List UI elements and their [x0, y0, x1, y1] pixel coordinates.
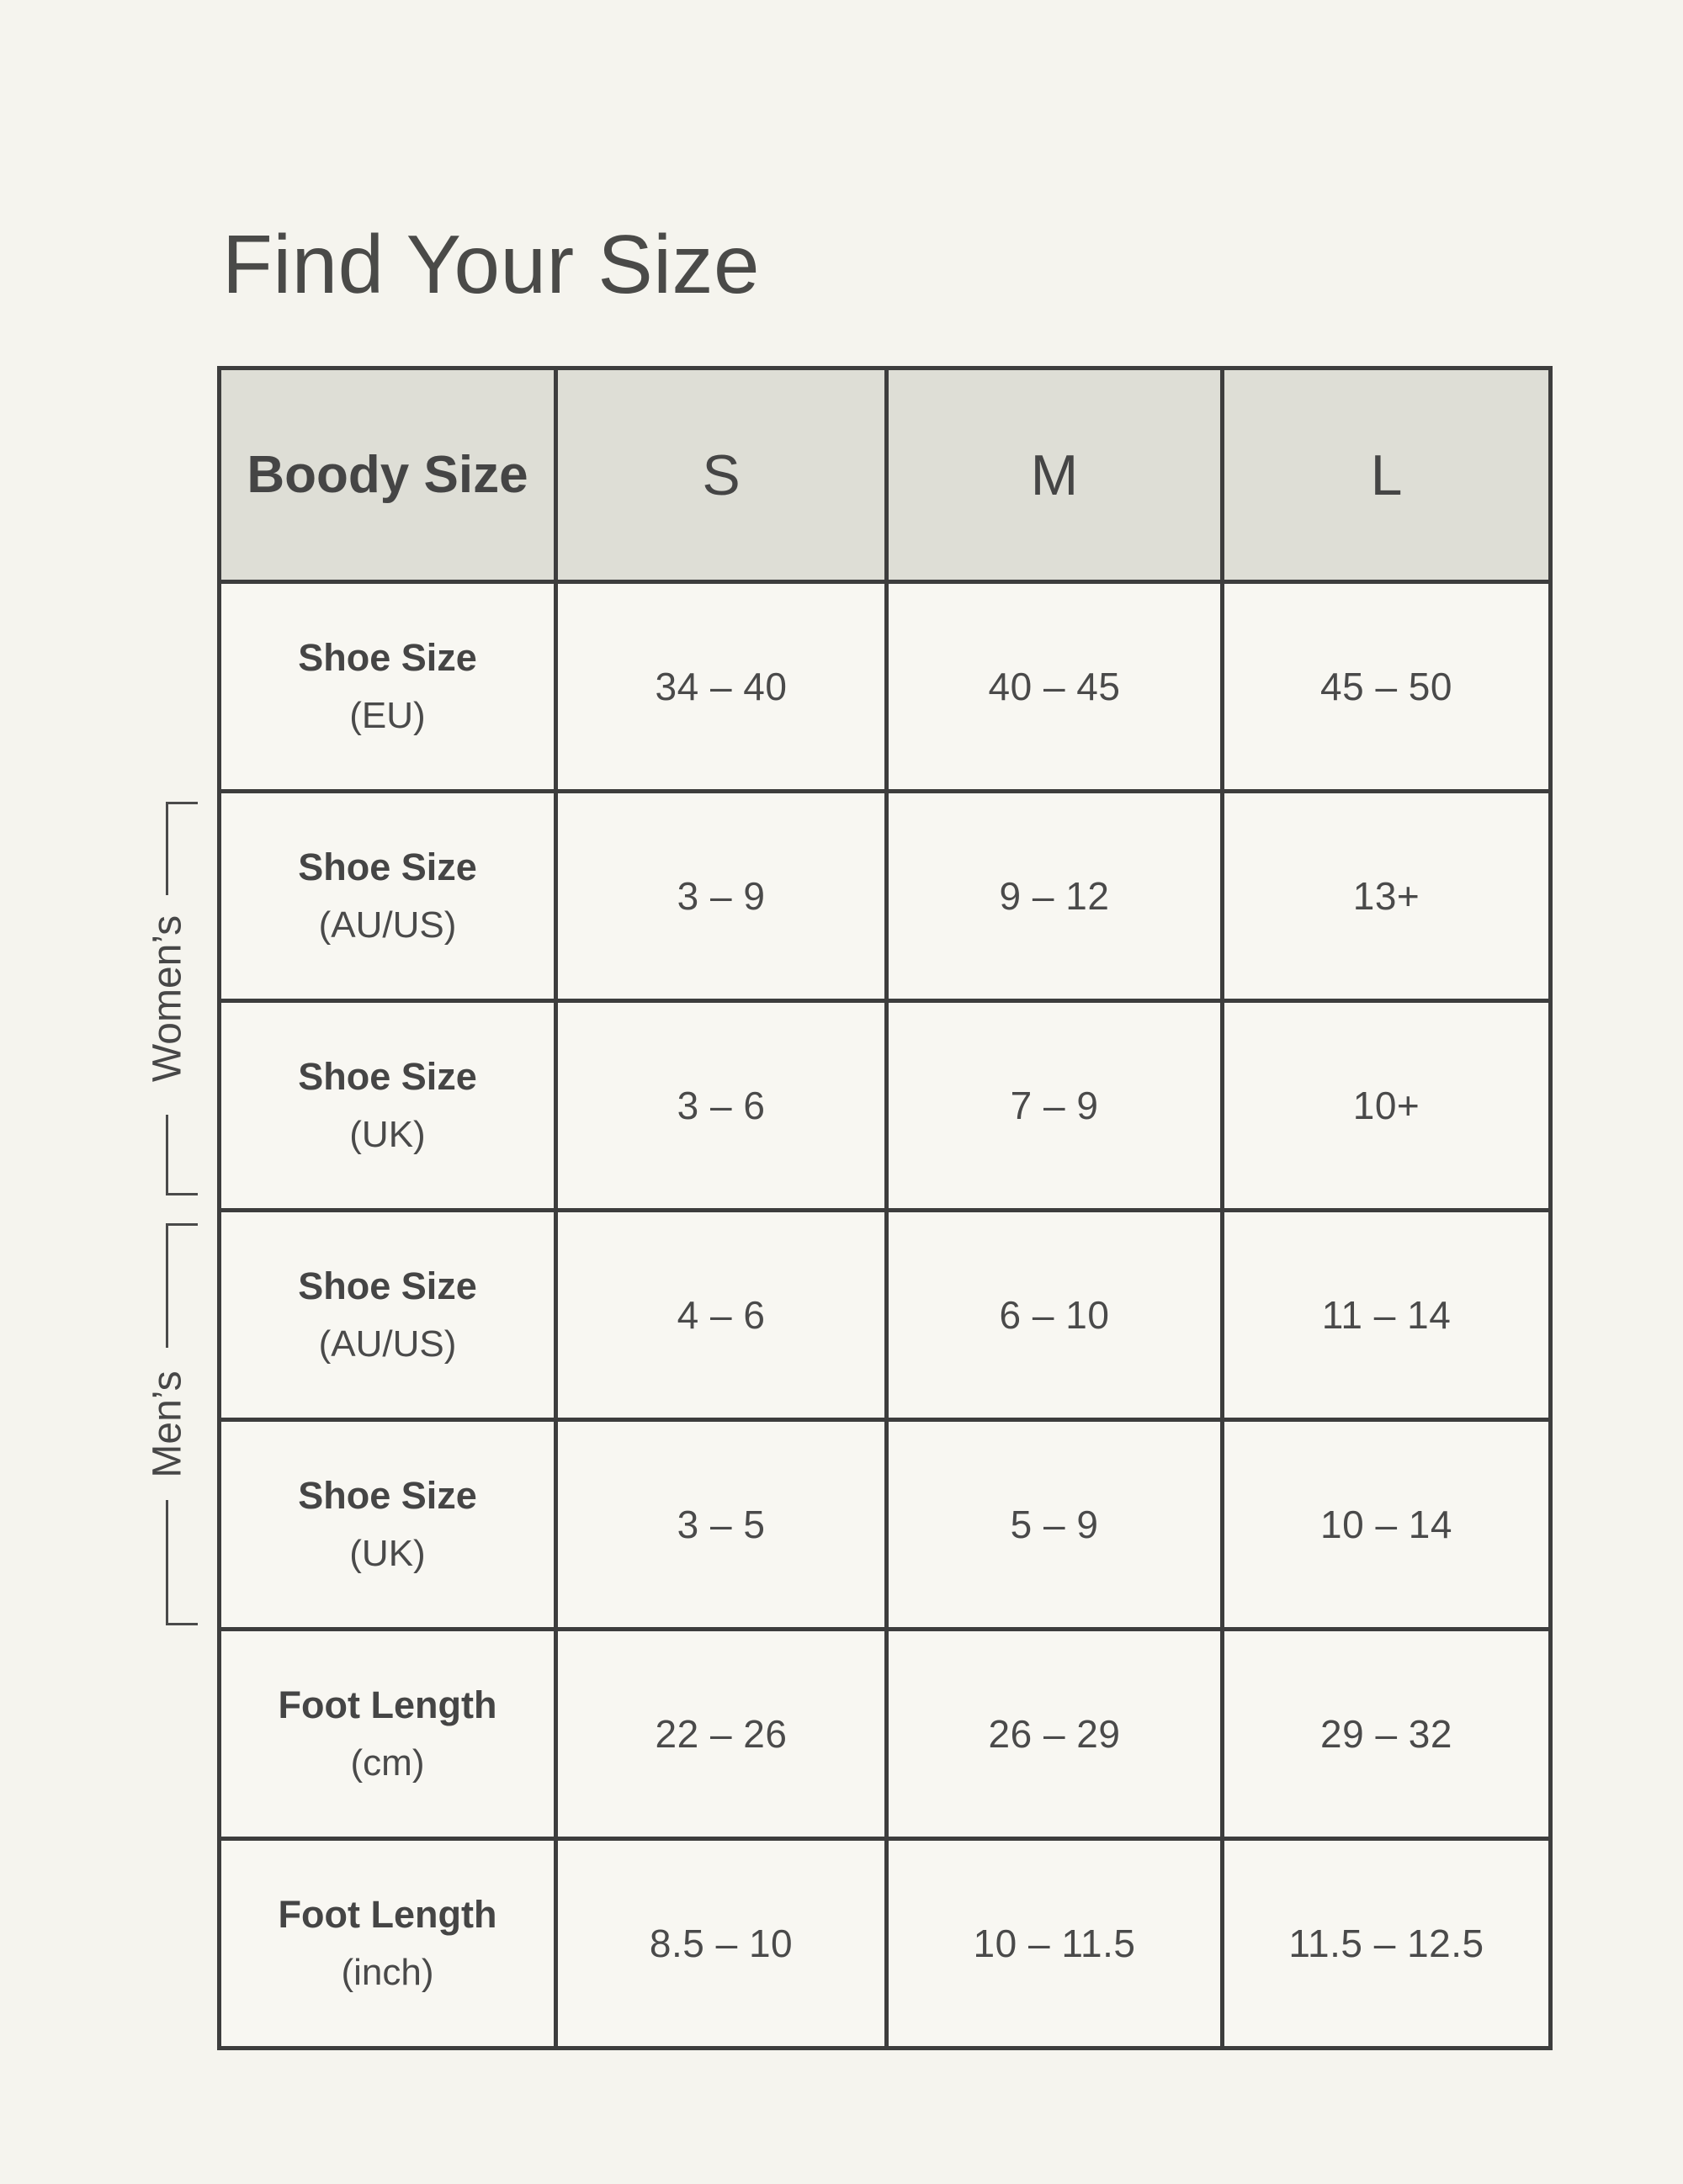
cell-value: 3 – 5	[677, 1503, 766, 1546]
table-cell: 3 – 9	[558, 793, 884, 999]
row-header-womens-shoe-size-uk: Shoe Size (UK)	[221, 1003, 554, 1208]
cell-value: 3 – 6	[677, 1084, 766, 1127]
row-unit: (EU)	[349, 694, 426, 736]
row-label: Shoe Size	[298, 636, 477, 680]
row-unit: (AU/US)	[318, 904, 457, 946]
page-title: Find Your Size	[222, 217, 760, 310]
table-cell: 7 – 9	[889, 1003, 1220, 1208]
mens-group-label: Men’s	[145, 1370, 190, 1478]
cell-value: 9 – 12	[999, 874, 1110, 918]
table-cell: 10+	[1224, 1003, 1548, 1208]
cell-value: 11 – 14	[1321, 1293, 1452, 1337]
table-cell: 5 – 9	[889, 1422, 1220, 1627]
table-cell: 9 – 12	[889, 793, 1220, 999]
size-m-label: M	[1030, 443, 1079, 507]
row-label: Shoe Size	[298, 1264, 477, 1308]
row-label: Shoe Size	[298, 1474, 477, 1518]
row-unit: (AU/US)	[318, 1323, 457, 1365]
row-label: Shoe Size	[298, 846, 477, 889]
table-cell: 4 – 6	[558, 1212, 884, 1418]
table-cell: 6 – 10	[889, 1212, 1220, 1418]
cell-value: 29 – 32	[1320, 1712, 1452, 1756]
row-unit: (UK)	[349, 1532, 426, 1574]
header-cell-boody-size: Boody Size	[221, 370, 554, 580]
cell-value: 10 – 14	[1320, 1503, 1452, 1546]
cell-value: 3 – 9	[677, 874, 766, 918]
row-label: Foot Length	[278, 1683, 497, 1727]
bracket-spine	[166, 1115, 168, 1193]
bracket-arm-bottom	[166, 1623, 198, 1625]
bracket-spine	[166, 1226, 168, 1348]
cell-value: 5 – 9	[1010, 1503, 1099, 1546]
bracket-arm-top	[166, 802, 198, 804]
bracket-arm-top	[166, 1223, 198, 1226]
table-cell: 11.5 – 12.5	[1224, 1841, 1548, 2046]
table-cell: 10 – 11.5	[889, 1841, 1220, 2046]
size-s-label: S	[702, 443, 741, 507]
bracket-arm-bottom	[166, 1193, 198, 1195]
table-cell: 45 – 50	[1224, 584, 1548, 789]
row-header-foot-length-cm: Foot Length (cm)	[221, 1631, 554, 1837]
cell-value: 10 – 11.5	[973, 1922, 1136, 1965]
row-header-mens-shoe-size-uk: Shoe Size (UK)	[221, 1422, 554, 1627]
cell-value: 22 – 26	[655, 1712, 788, 1756]
womens-group-bracket: Women’s	[146, 802, 198, 1195]
size-l-label: L	[1370, 443, 1403, 507]
cell-value: 6 – 10	[999, 1293, 1110, 1337]
cell-value: 4 – 6	[677, 1293, 766, 1337]
cell-value: 45 – 50	[1320, 665, 1452, 708]
cell-value: 26 – 29	[988, 1712, 1121, 1756]
cell-value: 13+	[1352, 874, 1420, 918]
table-cell: 34 – 40	[558, 584, 884, 789]
row-label: Foot Length	[278, 1893, 497, 1937]
cell-value: 34 – 40	[655, 665, 788, 708]
cell-value: 40 – 45	[988, 665, 1121, 708]
table-cell: 13+	[1224, 793, 1548, 999]
row-unit: (inch)	[341, 1951, 434, 1993]
row-unit: (cm)	[350, 1741, 425, 1784]
row-header-shoe-size-eu: Shoe Size (EU)	[221, 584, 554, 789]
table-cell: 8.5 – 10	[558, 1841, 884, 2046]
cell-value: 7 – 9	[1010, 1084, 1099, 1127]
womens-group-label: Women’s	[145, 914, 190, 1083]
mens-group-bracket: Men’s	[146, 1223, 198, 1625]
table-cell: 22 – 26	[558, 1631, 884, 1837]
header-cell-size-l: L	[1224, 370, 1548, 580]
table-cell: 29 – 32	[1224, 1631, 1548, 1837]
row-unit: (UK)	[349, 1113, 426, 1155]
bracket-spine	[166, 804, 168, 895]
header-cell-size-m: M	[889, 370, 1220, 580]
bracket-spine	[166, 1500, 168, 1623]
cell-value: 11.5 – 12.5	[1288, 1922, 1484, 1965]
table-cell: 11 – 14	[1224, 1212, 1548, 1418]
row-header-foot-length-inch: Foot Length (inch)	[221, 1841, 554, 2046]
table-cell: 3 – 5	[558, 1422, 884, 1627]
table-cell: 3 – 6	[558, 1003, 884, 1208]
cell-value: 10+	[1352, 1084, 1420, 1127]
header-label: Boody Size	[247, 446, 528, 504]
table-cell: 26 – 29	[889, 1631, 1220, 1837]
row-header-mens-shoe-size-auus: Shoe Size (AU/US)	[221, 1212, 554, 1418]
size-chart-table: Boody Size S M L Shoe Size (EU) 34 – 40 …	[217, 366, 1553, 2050]
row-label: Shoe Size	[298, 1055, 477, 1099]
cell-value: 8.5 – 10	[649, 1922, 794, 1965]
table-cell: 10 – 14	[1224, 1422, 1548, 1627]
header-cell-size-s: S	[558, 370, 884, 580]
table-cell: 40 – 45	[889, 584, 1220, 789]
row-header-womens-shoe-size-auus: Shoe Size (AU/US)	[221, 793, 554, 999]
